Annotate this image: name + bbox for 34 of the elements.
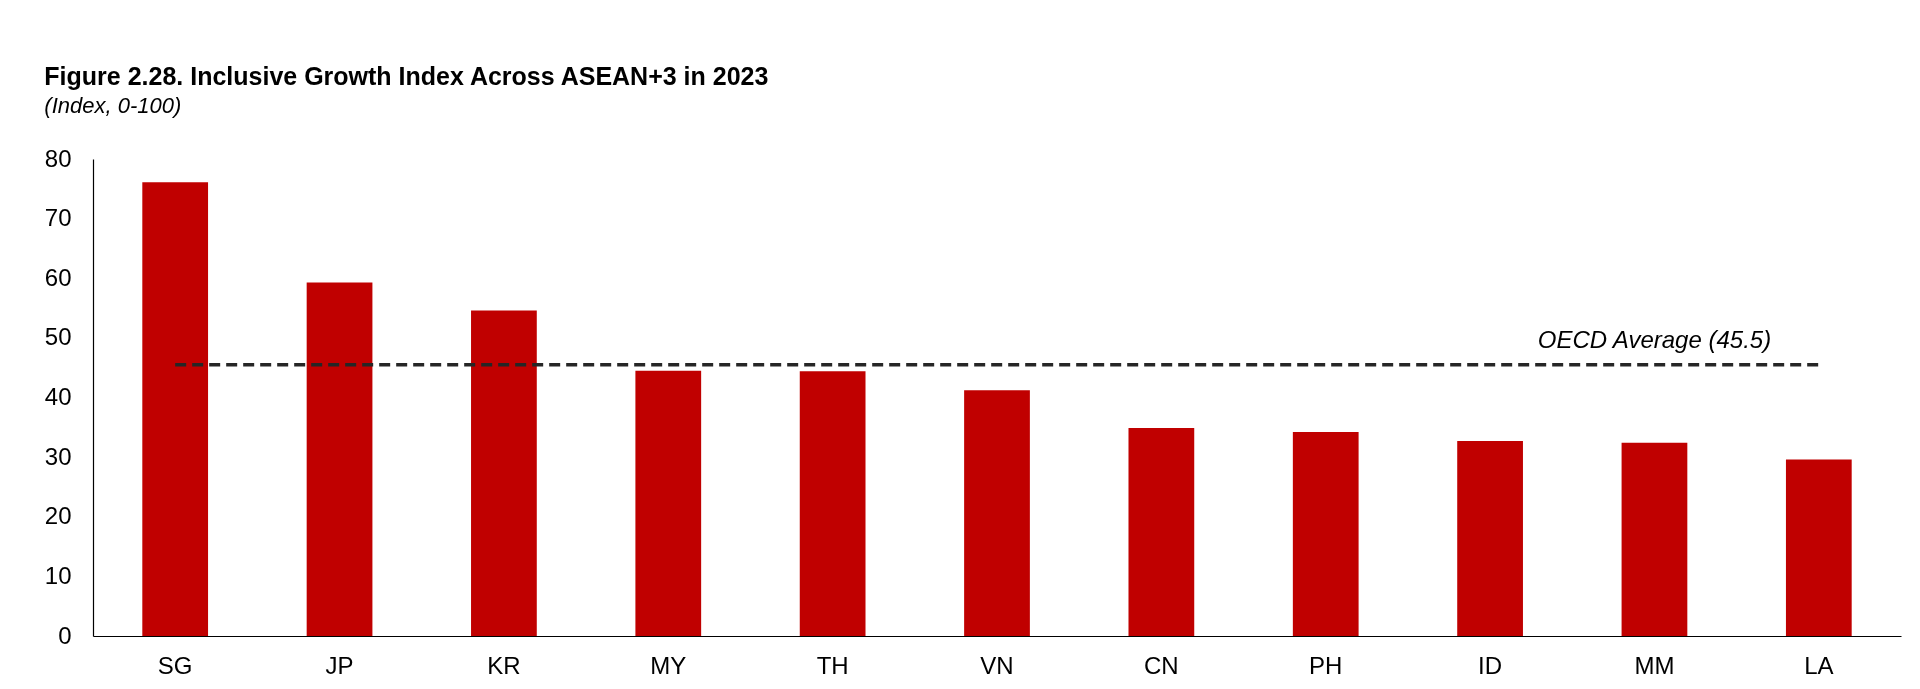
y-tick-label: 30	[44, 442, 72, 470]
x-tick-label: MY	[650, 651, 687, 679]
y-tick-label: 0	[58, 621, 72, 649]
bar	[964, 390, 1030, 636]
bar	[1457, 441, 1523, 636]
y-tick-label: 70	[44, 204, 72, 232]
bar	[1785, 459, 1852, 636]
x-tick-label: PH	[1309, 651, 1343, 679]
bar	[635, 370, 702, 636]
bar	[799, 371, 866, 636]
bar	[471, 310, 537, 636]
bar	[1292, 432, 1359, 636]
bar	[1621, 442, 1688, 636]
y-tick-label: 40	[44, 383, 72, 410]
y-tick-label: 60	[44, 263, 72, 291]
x-tick-label: KR	[487, 651, 521, 679]
y-tick-label: 20	[44, 502, 72, 530]
x-tick-label: CN	[1144, 651, 1179, 679]
x-tick-label: LA	[1804, 651, 1834, 679]
x-tick-label: VN	[980, 651, 1014, 679]
y-tick-label: 50	[44, 323, 72, 351]
ref-line-label: OECD Average (45.5)	[1537, 325, 1772, 353]
bar	[142, 182, 209, 636]
chart-title: Figure 2.28. Inclusive Growth Index Across ASEAN+3 in 2023	[44, 62, 769, 90]
y-tick-label: 80	[44, 144, 72, 172]
x-tick-label: TH	[816, 651, 849, 679]
chart-subtitle: (Index, 0-100)	[44, 93, 182, 118]
bar	[306, 282, 373, 636]
x-tick-label: MM	[1634, 651, 1675, 679]
x-tick-label: ID	[1478, 651, 1503, 679]
x-tick-label: SG	[157, 651, 193, 679]
x-tick-label: JP	[325, 651, 354, 679]
bar	[1128, 427, 1195, 636]
y-tick-label: 10	[44, 561, 72, 589]
